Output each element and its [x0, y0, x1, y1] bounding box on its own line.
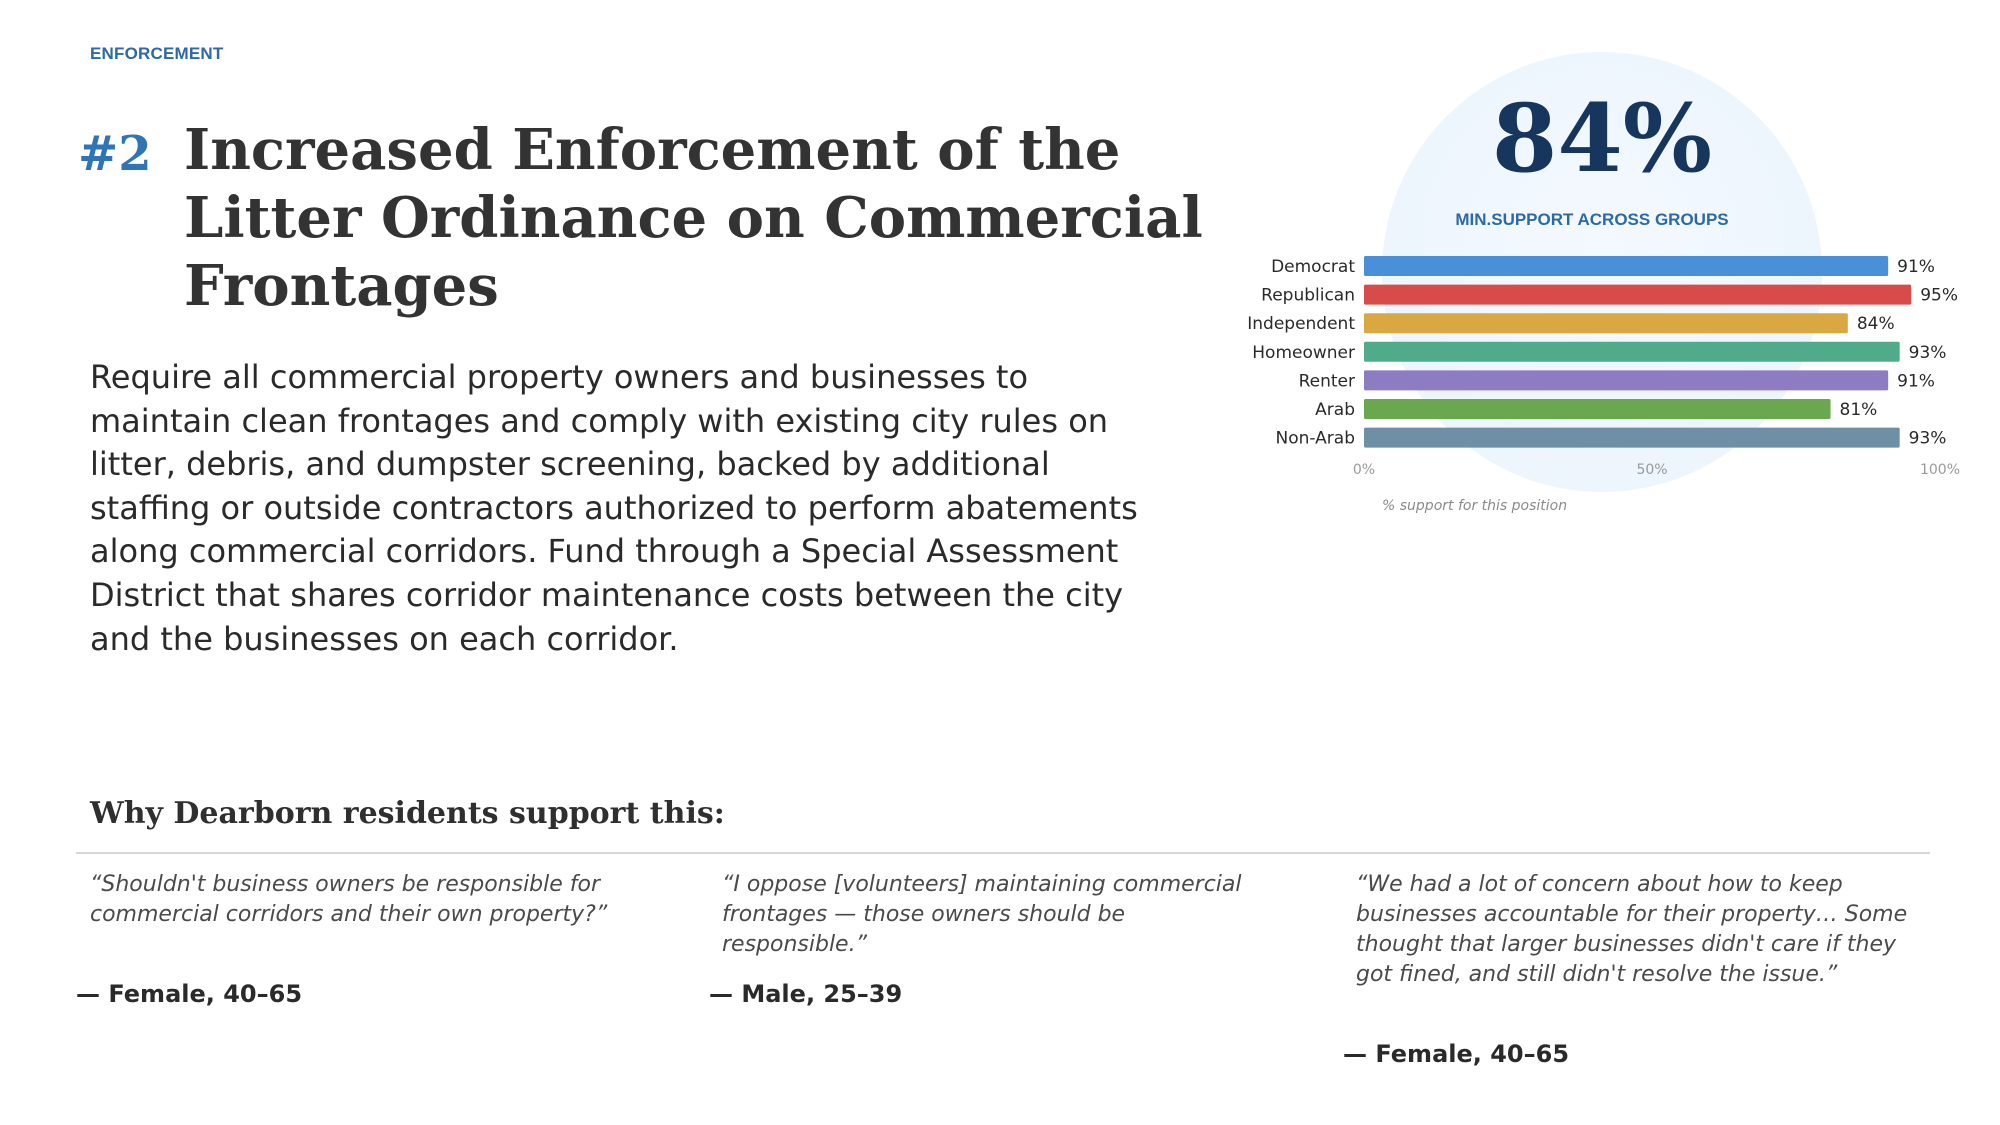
- bar-value-label: 91%: [1897, 371, 1935, 391]
- bar-non-arab: [1364, 427, 1900, 448]
- bar-category-label: Homeowner: [1252, 343, 1355, 363]
- bar-value-label: 95%: [1920, 286, 1958, 306]
- section-tag: ENFORCEMENT: [90, 44, 224, 63]
- why-heading: Why Dearborn residents support this:: [90, 796, 725, 831]
- proposal-description: Require all commercial property owners a…: [90, 358, 1138, 658]
- bar-renter: [1364, 370, 1889, 391]
- quote-text: “We had a lot of concern about how to ke…: [1356, 872, 1908, 987]
- quote-text: “I oppose [volunteers] maintaining comme…: [722, 872, 1242, 957]
- bar-value-label: 93%: [1909, 343, 1947, 363]
- bar-arab: [1364, 399, 1831, 419]
- bar-democrat: [1364, 256, 1889, 276]
- bar-category-label: Independent: [1247, 314, 1355, 334]
- bar-category-label: Arab: [1315, 400, 1355, 420]
- section-divider: [76, 852, 1930, 854]
- bar-value-label: 93%: [1909, 429, 1947, 449]
- support-bar-chart: Democrat 91% Republican 95% Independent 84% Ho…: [1247, 256, 1960, 514]
- x-tick-label: 0%: [1353, 462, 1375, 478]
- quote-attribution: — Male, 25–39: [709, 980, 903, 1008]
- bar-category-label: Democrat: [1271, 257, 1355, 277]
- bar-value-label: 81%: [1840, 400, 1878, 420]
- x-axis-label: % support for this position: [1382, 498, 1567, 514]
- page-title: Increased Enforcement of the Litter Ordi…: [184, 117, 1203, 319]
- bar-category-label: Non-Arab: [1276, 429, 1355, 449]
- bar-republican: [1364, 284, 1912, 305]
- hero-label: MIN.SUPPORT ACROSS GROUPS: [1455, 210, 1729, 229]
- bar-category-label: Republican: [1261, 286, 1355, 306]
- quote-text: “Shouldn't business owners be responsibl…: [90, 872, 608, 927]
- x-tick-label: 100%: [1920, 462, 1960, 478]
- bar-independent: [1364, 313, 1848, 334]
- bar-homeowner: [1364, 341, 1900, 362]
- quote-attribution: — Female, 40–65: [76, 980, 303, 1008]
- rank-number: #2: [78, 126, 152, 182]
- x-tick-label: 50%: [1636, 462, 1667, 478]
- hero-percentage: 84%: [1491, 84, 1713, 194]
- bar-value-label: 84%: [1857, 314, 1895, 334]
- bar-value-label: 91%: [1897, 257, 1935, 277]
- quote-attribution: — Female, 40–65: [1343, 1040, 1570, 1068]
- bar-category-label: Renter: [1299, 371, 1355, 391]
